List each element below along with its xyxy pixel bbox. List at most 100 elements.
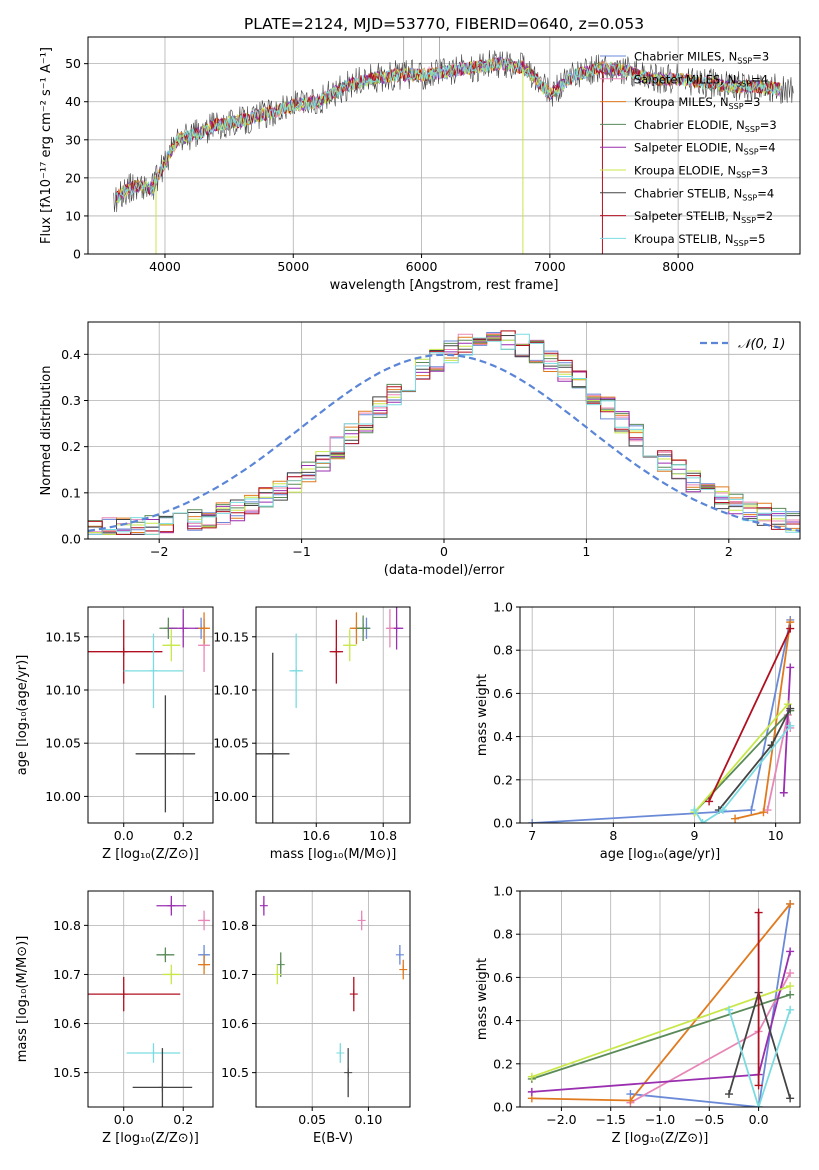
legend-entry-sub: SSP <box>736 79 751 88</box>
weight_vs_Z-axes: −2.0 −1.5 −1.0 −0.5 0.0 0.0 0.2 0.4 0.6 0.8 1.0 Z [… <box>475 884 801 1146</box>
weight-point <box>786 663 795 672</box>
y-tick-label: 50 <box>65 56 81 71</box>
y-tick-label: 10.5 <box>53 1065 81 1080</box>
x-tick-label: 9 <box>691 828 699 843</box>
legend-entry-name: Kroupa ELODIE, N <box>634 164 736 178</box>
weight-point <box>725 1005 734 1014</box>
y-tick-label: 0.2 <box>493 772 513 787</box>
y-axis-label: mass [log₁₀(M/M⊙)] <box>15 936 30 1063</box>
y-tick-label: 0.2 <box>493 1056 513 1071</box>
weight-point <box>759 808 768 817</box>
y-tick-label: 0.4 <box>493 729 513 744</box>
legend-entry: Salpeter STELIB, NSSP=2 <box>634 209 773 225</box>
legend-entry-sub: SSP <box>734 239 749 248</box>
legend-entry: Chabrier MILES, NSSP=3 <box>634 50 769 66</box>
weight-point <box>725 1090 734 1099</box>
histogram-series-8 <box>88 333 800 535</box>
y-tick-label: 10.15 <box>45 629 81 644</box>
y-tick-label: 10.7 <box>221 967 249 982</box>
legend-entry-name: Kroupa STELIB, N <box>634 232 734 246</box>
data-point <box>200 916 209 925</box>
x-tick-label: 8000 <box>662 259 694 274</box>
x-tick-label: 2 <box>725 544 733 559</box>
legend-entry-name: Chabrier STELIB, N <box>634 186 742 200</box>
data-point <box>149 1049 158 1057</box>
age_vs_Z-frame <box>87 606 214 824</box>
age_vs_Z-plot-area <box>88 609 211 813</box>
legend-entry-sub: SSP <box>745 125 760 134</box>
y-tick-label: 10.7 <box>53 967 81 982</box>
normal-curve <box>88 353 800 532</box>
data-point <box>292 666 301 675</box>
x-axis-label: E(B-V) <box>313 1131 353 1146</box>
legend-entry-tail: =3 <box>744 95 761 109</box>
weight-line-4 <box>531 951 791 1093</box>
x-axis-label: mass [log₁₀(M/M⊙)] <box>270 847 397 862</box>
legend-entry-sub: SSP <box>729 102 744 111</box>
x-tick-label: −1 <box>292 544 310 559</box>
y-tick-label: 0.6 <box>493 970 513 985</box>
data-point <box>167 970 176 979</box>
weight-point <box>783 700 792 709</box>
y-tick-label: 0.1 <box>61 485 81 500</box>
data-point <box>179 624 188 633</box>
y-tick-label: 10.00 <box>213 789 249 804</box>
mass_vs_Z-plot-area <box>88 895 211 1107</box>
data-point <box>332 647 341 656</box>
data-point <box>273 970 282 979</box>
y-tick-label: 10.10 <box>45 682 81 697</box>
age_vs_mass-axes: 10.6 10.8 10.00 10.05 10.10 10.15 mass [log₁₀(… <box>213 606 411 862</box>
weight-line-0 <box>630 903 791 1107</box>
data-point <box>167 901 176 910</box>
data-point <box>336 1049 345 1057</box>
weight-line-6 <box>728 989 791 1099</box>
chart-title: PLATE=2124, MJD=53770, FIBERID=0640, z=0… <box>244 15 644 33</box>
weight-point <box>763 806 772 815</box>
data-point <box>158 1083 167 1092</box>
legend-entry: Kroupa MILES, NSSP=3 <box>634 95 760 111</box>
x-tick-label: 7000 <box>534 259 566 274</box>
weight-line-8 <box>728 1009 791 1107</box>
legend-entry-name: Salpeter ELODIE, N <box>634 141 744 155</box>
spectrum-line-5 <box>115 57 781 204</box>
weight-point <box>786 721 795 730</box>
legend-entry-sub: SSP <box>737 57 752 66</box>
weight-point <box>779 788 788 797</box>
x-tick-label: −2 <box>150 544 168 559</box>
weight-point <box>786 982 795 991</box>
data-point <box>276 960 285 969</box>
weight-point <box>786 969 795 978</box>
normal-legend-label: 𝒩(0, 1) <box>738 337 785 352</box>
data-point <box>344 1068 353 1077</box>
weight-line-3 <box>693 710 791 813</box>
weight-point <box>705 797 714 806</box>
weight-point <box>754 908 763 917</box>
weight-point <box>690 806 699 815</box>
weight-line-7 <box>708 628 792 802</box>
spectrum-axes: 4000 5000 6000 7000 8000 0 10 20 30 40 50 wavelengt… <box>39 36 801 293</box>
y-axis-label: age [log₁₀(age/yr)] <box>15 655 30 776</box>
data-point <box>349 990 358 999</box>
data-point <box>385 624 394 633</box>
legend-entry-tail: =3 <box>752 50 769 64</box>
y-tick-label: 20 <box>65 170 81 185</box>
y-tick-label: 0.0 <box>493 816 513 831</box>
legend-entry: Kroupa ELODIE, NSSP=3 <box>634 164 768 180</box>
spectrum-frame <box>87 36 801 255</box>
data-point <box>345 641 354 650</box>
residuals-plot-area <box>88 330 800 535</box>
y-tick-label: 10.6 <box>221 1016 249 1031</box>
y-tick-label: 30 <box>65 132 81 147</box>
weight-point <box>747 806 756 815</box>
x-tick-label: 1 <box>582 544 590 559</box>
weight-line-3 <box>531 993 791 1080</box>
weight-point <box>731 814 740 823</box>
weight-point <box>786 704 795 713</box>
data-point <box>119 990 128 999</box>
weight-point <box>698 819 707 823</box>
x-tick-label: 10.8 <box>369 828 397 843</box>
data-point <box>268 749 277 758</box>
weight-point <box>786 899 795 908</box>
x-axis-label: Z [log₁₀(Z/Z⊙)] <box>102 847 199 862</box>
